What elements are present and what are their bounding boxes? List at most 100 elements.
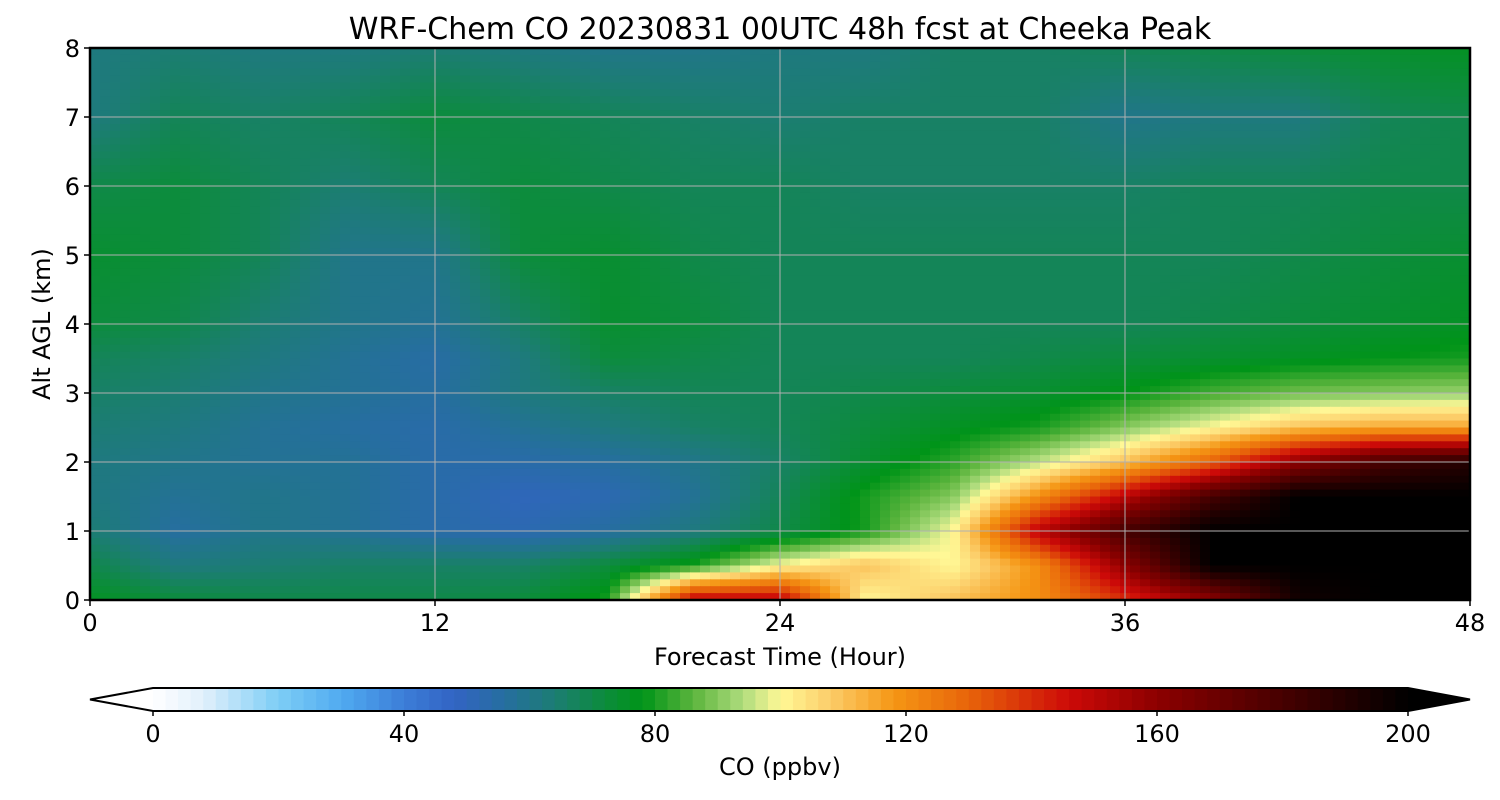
heatmap-cell xyxy=(670,165,681,173)
heatmap-cell xyxy=(460,248,471,256)
heatmap-cell xyxy=(1220,220,1231,228)
heatmap-cell xyxy=(560,96,571,104)
heatmap-cell xyxy=(1060,165,1071,173)
heatmap-cell xyxy=(830,206,841,215)
heatmap-cell xyxy=(1450,165,1461,173)
heatmap-cell xyxy=(1150,158,1161,166)
heatmap-cell xyxy=(890,54,901,63)
heatmap-cell xyxy=(1280,82,1291,90)
heatmap-cell xyxy=(1060,255,1071,263)
heatmap-cell xyxy=(930,68,941,77)
heatmap-cell xyxy=(1260,130,1271,139)
heatmap-cell xyxy=(1440,248,1451,256)
heatmap-cell xyxy=(160,123,171,132)
heatmap-cell xyxy=(160,75,171,84)
heatmap-cell xyxy=(590,96,601,104)
heatmap-cell xyxy=(1420,151,1431,159)
heatmap-cell xyxy=(860,241,871,249)
heatmap-cell xyxy=(420,54,431,63)
heatmap-cell xyxy=(1130,123,1141,132)
heatmap-cell xyxy=(690,151,701,159)
heatmap-cell xyxy=(670,144,681,153)
heatmap-cell xyxy=(490,220,501,228)
heatmap-cell xyxy=(1250,82,1261,90)
heatmap-cell xyxy=(1330,103,1341,111)
heatmap-cell xyxy=(640,192,651,201)
heatmap-cell xyxy=(660,158,671,166)
heatmap-cell xyxy=(1370,110,1381,118)
heatmap-cell xyxy=(420,220,431,228)
heatmap-cell xyxy=(1050,282,1061,291)
heatmap-cell xyxy=(480,48,491,56)
heatmap-cell xyxy=(350,192,361,201)
heatmap-cell xyxy=(280,75,291,84)
heatmap-cell xyxy=(220,227,231,235)
heatmap-cell xyxy=(1370,144,1381,153)
heatmap-cell xyxy=(420,172,431,180)
heatmap-cell xyxy=(840,268,851,277)
heatmap-cell xyxy=(870,199,881,208)
heatmap-cell xyxy=(680,123,691,132)
heatmap-cell xyxy=(920,289,931,297)
heatmap-cell xyxy=(990,68,1001,77)
heatmap-cell xyxy=(1270,282,1281,291)
heatmap-cell xyxy=(140,213,151,222)
heatmap-cell xyxy=(370,165,381,173)
heatmap-cell xyxy=(1010,130,1021,139)
heatmap-cell xyxy=(1450,186,1461,194)
heatmap-cell xyxy=(140,275,151,284)
heatmap-cell xyxy=(1060,54,1071,63)
heatmap-cell xyxy=(1400,261,1411,270)
heatmap-cell xyxy=(940,165,951,173)
heatmap-cell xyxy=(400,137,411,146)
heatmap-cell xyxy=(890,234,901,242)
heatmap-cell xyxy=(440,255,451,263)
heatmap-cell xyxy=(770,275,781,284)
heatmap-cell xyxy=(910,144,921,153)
heatmap-cell xyxy=(1000,186,1011,194)
heatmap-cell xyxy=(590,186,601,194)
heatmap-cell xyxy=(600,179,611,187)
heatmap-cell xyxy=(1440,117,1451,125)
heatmap-cell xyxy=(480,117,491,125)
heatmap-cell xyxy=(1330,96,1341,104)
heatmap-cell xyxy=(1130,75,1141,84)
heatmap-cell xyxy=(260,123,271,132)
heatmap-cell xyxy=(960,172,971,180)
heatmap-cell xyxy=(1250,186,1261,194)
heatmap-cell xyxy=(420,82,431,90)
heatmap-cell xyxy=(580,117,591,125)
heatmap-cell xyxy=(1130,172,1141,180)
heatmap-cell xyxy=(340,296,351,304)
heatmap-cell xyxy=(1070,123,1081,132)
heatmap-cell xyxy=(510,158,521,166)
heatmap-cell xyxy=(310,82,321,90)
heatmap-cell xyxy=(1150,241,1161,249)
heatmap-cell xyxy=(1320,289,1331,297)
heatmap-cell xyxy=(460,227,471,235)
heatmap-cell xyxy=(890,282,901,291)
heatmap-cell xyxy=(1420,82,1431,90)
heatmap-cell xyxy=(260,289,271,297)
heatmap-cell xyxy=(1340,89,1351,97)
heatmap-cell xyxy=(550,255,561,263)
heatmap-cell xyxy=(1220,234,1231,242)
heatmap-cell xyxy=(1290,165,1301,173)
heatmap-cell xyxy=(170,137,181,146)
heatmap-cell xyxy=(1460,241,1471,249)
heatmap-cell xyxy=(1250,61,1261,70)
heatmap-cell xyxy=(90,186,101,194)
heatmap-cell xyxy=(760,68,771,77)
heatmap-cell xyxy=(1230,261,1241,270)
heatmap-cell xyxy=(1440,96,1451,104)
heatmap-cell xyxy=(1220,48,1231,56)
heatmap-cell xyxy=(1200,289,1211,297)
heatmap-cell xyxy=(1380,75,1391,84)
heatmap-cell xyxy=(1010,48,1021,56)
heatmap-cell xyxy=(470,261,481,270)
heatmap-cell xyxy=(470,123,481,132)
heatmap-cell xyxy=(490,75,501,84)
heatmap-cell xyxy=(1450,68,1461,77)
heatmap-cell xyxy=(730,61,741,70)
heatmap-cell xyxy=(1170,96,1181,104)
